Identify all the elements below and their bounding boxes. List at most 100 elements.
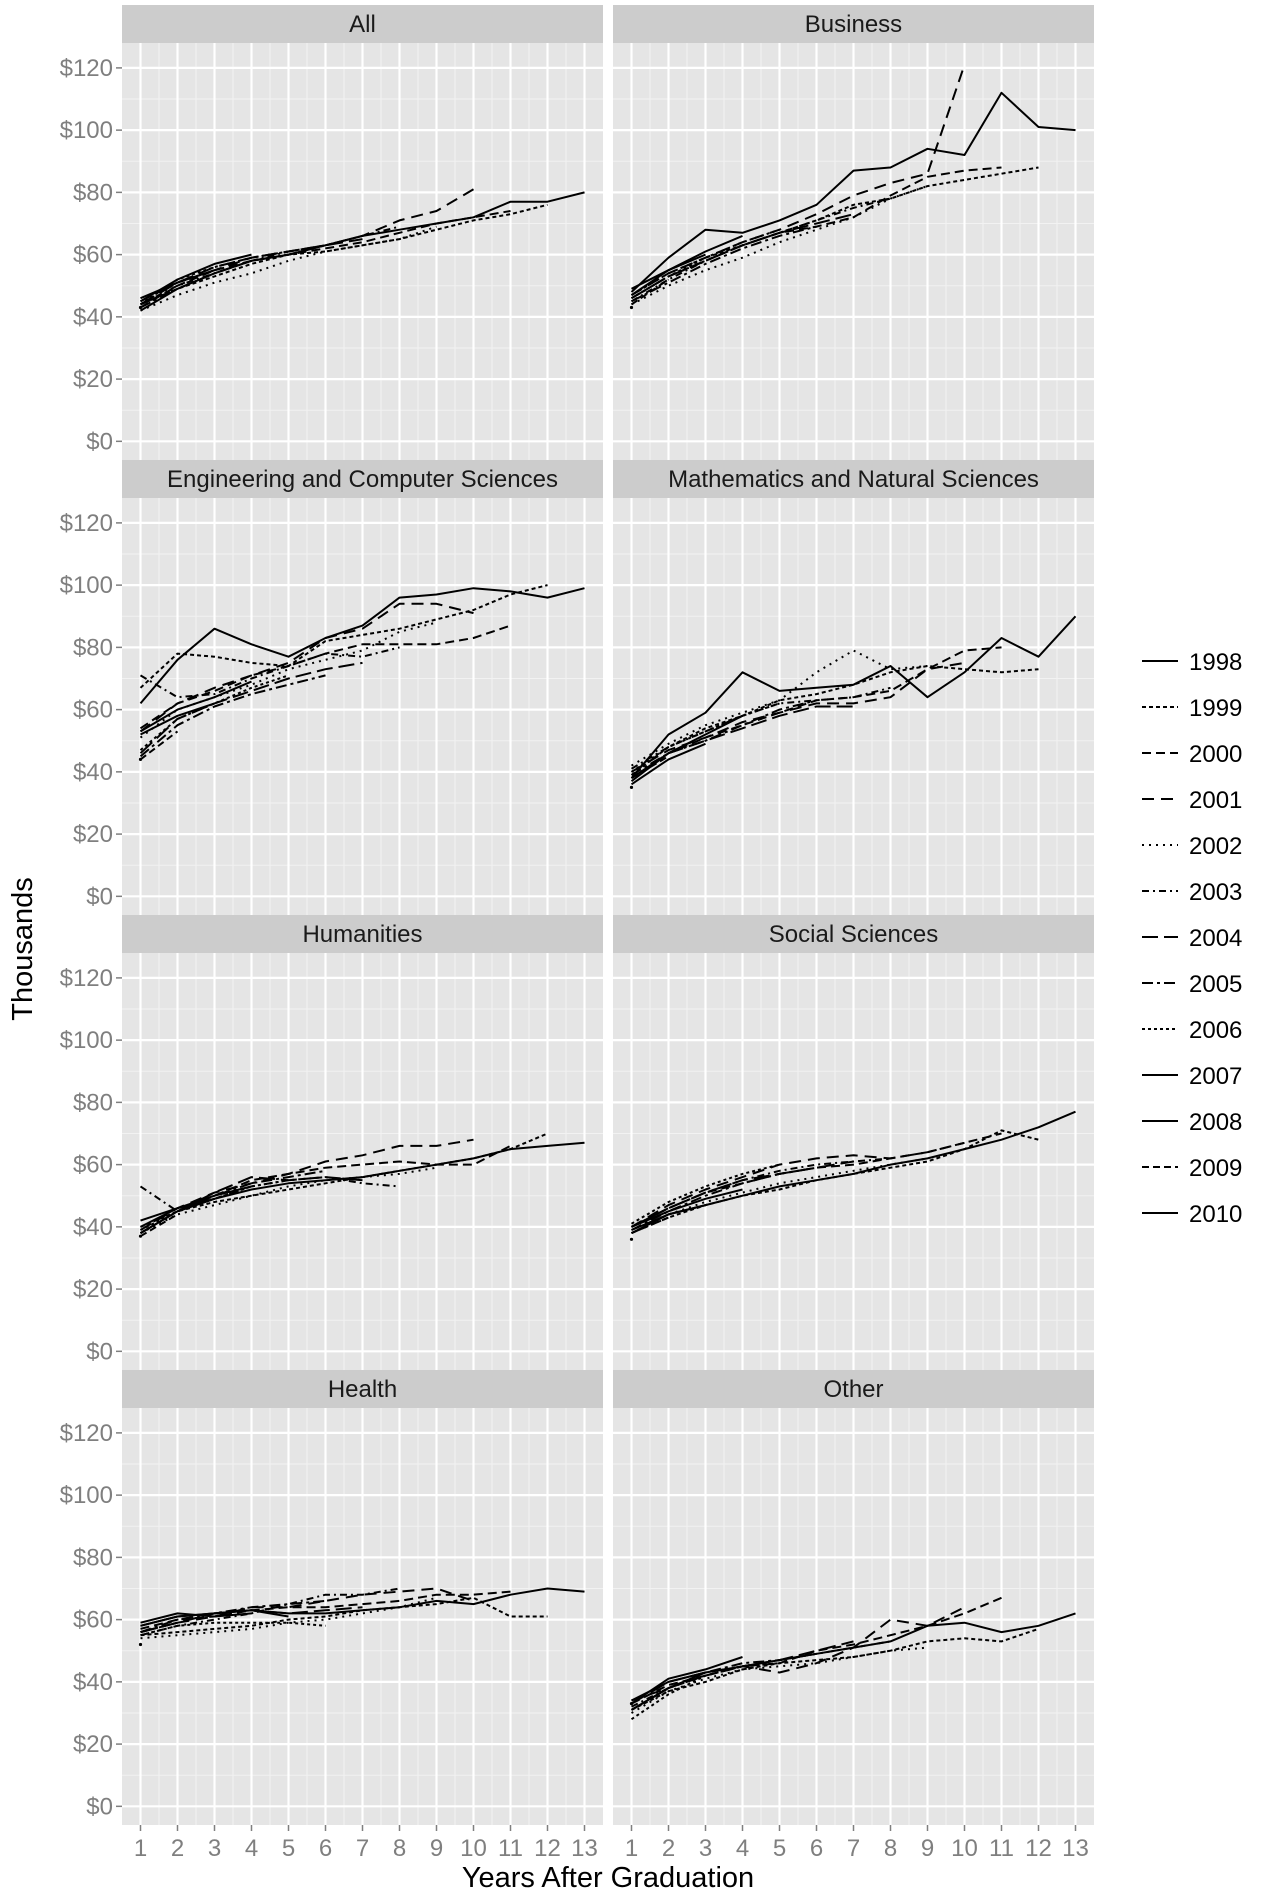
y-tick-label: $100 (60, 117, 113, 144)
series-line-2006 (630, 228, 780, 300)
series-line-2007 (140, 1185, 252, 1228)
x-tick-label: 2 (171, 1835, 184, 1862)
series-line-2002 (630, 649, 928, 767)
series-line-2008 (140, 1197, 215, 1222)
legend-label: 2008 (1189, 1109, 1242, 1136)
series-line-1999 (140, 1596, 548, 1637)
series-point-2010 (138, 1642, 143, 1647)
x-tick-label: 10 (460, 1835, 487, 1862)
x-tick-label: 11 (989, 1835, 1014, 1862)
series-point-2010 (138, 757, 143, 762)
legend-label: 2002 (1189, 833, 1242, 860)
x-tick-label: 6 (319, 1835, 332, 1862)
y-tick-label: $60 (73, 242, 113, 269)
series-line-2006 (630, 1662, 780, 1721)
legend-label: 2009 (1189, 1155, 1242, 1182)
series-line-2005 (630, 1652, 817, 1711)
x-tick-label: 11 (498, 1835, 523, 1862)
legend: 1998 1999 2000 2001 2002 2003 2004 2005 2006 2007… (1142, 649, 1242, 1228)
series-line-2008 (631, 253, 706, 290)
y-tick-label: $120 (60, 510, 113, 537)
series-line-2002 (631, 185, 928, 306)
y-tick-label: $80 (73, 634, 113, 661)
panel-6: Social Sciences (613, 915, 1094, 1370)
y-tick-label: $80 (73, 1089, 113, 1116)
legend-label: 1999 (1189, 695, 1242, 722)
legend-item-1998: 1998 (1142, 649, 1242, 676)
series-point-2010 (138, 305, 143, 310)
x-tick-label: 5 (773, 1835, 786, 1862)
x-tick-label: 1 (134, 1835, 147, 1862)
panel-strip (613, 5, 1094, 43)
series-line-2003 (140, 225, 400, 306)
y-tick-label: $0 (86, 1338, 113, 1365)
legend-label: 2007 (1189, 1063, 1242, 1090)
x-tick-label: 8 (884, 1835, 897, 1862)
panel-title: Other (823, 1376, 883, 1403)
legend-item-2006: 2006 (1142, 1017, 1242, 1044)
panel-title: Business (805, 11, 902, 38)
legend-item-2000: 2000 (1142, 741, 1242, 768)
legend-label: 2010 (1189, 1201, 1242, 1228)
series-line-2008 (140, 702, 215, 736)
x-axis-title: Years After Graduation (462, 1862, 754, 1894)
x-tick-label: 3 (699, 1835, 712, 1862)
series-line-2009 (140, 287, 178, 306)
series-line-2009 (139, 730, 179, 761)
series-line-2008 (140, 269, 215, 300)
legend-label: 2003 (1189, 879, 1242, 906)
panel-5: Humanities (122, 915, 603, 1370)
panel-strip (613, 460, 1094, 498)
x-tick-label: 2 (662, 1835, 675, 1862)
series-line-2009 (140, 1621, 178, 1634)
legend-label: 2000 (1189, 741, 1242, 768)
series-line-2006 (139, 674, 289, 751)
series-point-2010 (138, 1234, 143, 1238)
series-line-2000 (139, 1145, 511, 1234)
y-tick-label: $0 (86, 883, 113, 910)
y-tick-label: $20 (73, 821, 113, 848)
panel-title: All (349, 11, 376, 38)
y-tick-label: $40 (73, 1214, 113, 1241)
legend-item-2010: 2010 (1142, 1201, 1242, 1228)
legend-item-2009: 2009 (1142, 1155, 1242, 1182)
series-line-2003 (139, 646, 400, 699)
series-line-2009 (631, 1216, 669, 1235)
series-line-2001 (630, 64, 966, 296)
series-line-2008 (631, 1204, 706, 1231)
x-tick-label: 6 (810, 1835, 823, 1862)
x-tick-label: 10 (951, 1835, 978, 1862)
panel-strip (613, 1370, 1094, 1408)
series-line-2002 (140, 1596, 437, 1640)
series-line-2005 (140, 244, 326, 309)
x-tick-label: 12 (534, 1835, 561, 1862)
legend-item-2003: 2003 (1142, 879, 1242, 906)
legend-label: 2001 (1189, 787, 1242, 814)
y-tick-label: $100 (60, 1482, 113, 1509)
series-line-2009 (139, 1213, 179, 1238)
y-tick-label: $40 (73, 1669, 113, 1696)
series-line-2004 (630, 213, 854, 300)
series-line-1998 (630, 615, 1077, 779)
panel-title: Social Sciences (769, 921, 938, 948)
series-line-2002 (140, 1166, 437, 1234)
legend-item-1999: 1999 (1142, 695, 1242, 722)
series-line-2009 (630, 1687, 670, 1711)
series-line-2001 (630, 1141, 965, 1228)
legend-item-2004: 2004 (1142, 925, 1242, 952)
legend-item-2002: 2002 (1142, 833, 1242, 860)
panel-title: Mathematics and Natural Sciences (668, 466, 1039, 493)
panel-strip (613, 915, 1094, 953)
series-line-2006 (139, 250, 289, 306)
series-line-2009 (630, 755, 670, 779)
x-tick-label: 3 (208, 1835, 221, 1862)
x-tick-label: 12 (1025, 1835, 1052, 1862)
legend-label: 2005 (1189, 971, 1242, 998)
series-line-2006 (630, 1163, 780, 1225)
legend-label: 2004 (1189, 925, 1242, 952)
series-line-2008 (140, 1612, 252, 1624)
series-line-2004 (630, 1640, 854, 1705)
series-line-1999 (140, 1132, 548, 1228)
panel-7: Health (122, 1370, 603, 1825)
series-line-2005 (140, 1599, 326, 1634)
